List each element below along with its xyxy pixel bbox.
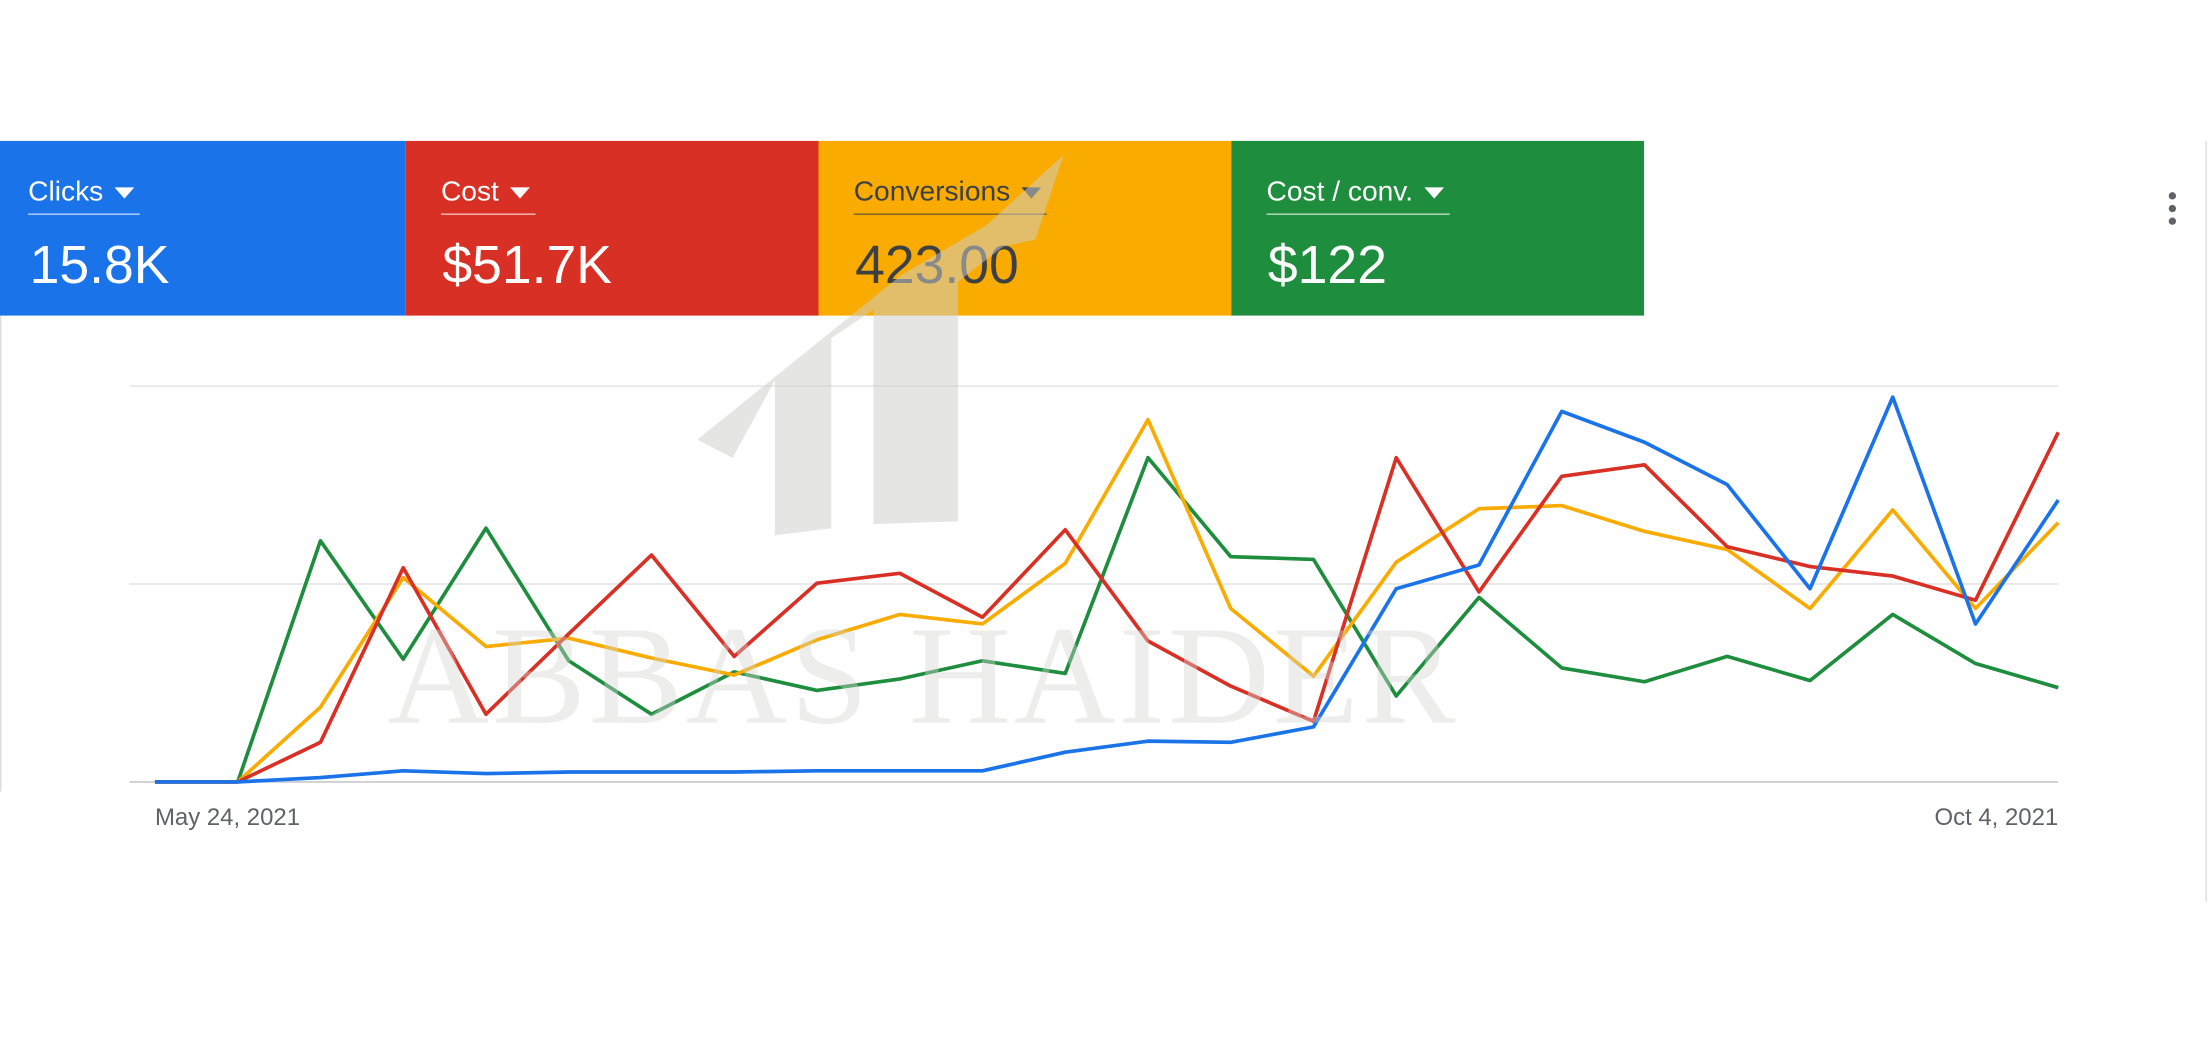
series-line bbox=[154, 431, 2060, 784]
metric-value: 15.8K bbox=[30, 236, 170, 295]
x-tick-label: May 24, 2021 bbox=[155, 804, 300, 831]
dropdown-arrow bbox=[1424, 187, 1445, 199]
menu-dot bbox=[2168, 204, 2177, 213]
series-line bbox=[154, 417, 2060, 784]
scorecard: Clicks 15.8K bbox=[0, 140, 406, 316]
dropdown-arrow bbox=[114, 187, 135, 199]
scorecard: Cost $51.7K bbox=[405, 140, 819, 316]
metric-value: $122 bbox=[1268, 236, 1387, 295]
metric-dropdown[interactable]: Cost / conv. bbox=[1267, 174, 1414, 206]
menu-dot bbox=[2168, 192, 2177, 200]
menu-dot bbox=[2168, 217, 2177, 225]
watermark: ABBAS HAIDER bbox=[387, 154, 1458, 754]
plot: May 24, 2021 Oct 4, 2021 bbox=[129, 385, 2060, 831]
card-background bbox=[1231, 140, 1645, 316]
series-line bbox=[154, 455, 2059, 784]
metric-dropdown[interactable]: Conversions bbox=[854, 174, 1011, 206]
scorecards: Clicks15.8KCost$51.7KConversions423.00Co… bbox=[0, 140, 1645, 316]
card-background bbox=[405, 140, 819, 316]
metric-dropdown[interactable]: Cost bbox=[441, 174, 499, 206]
card-background bbox=[0, 140, 406, 316]
dropdown-arrow bbox=[510, 187, 530, 199]
metric-dropdown[interactable]: Clicks bbox=[28, 174, 103, 206]
scorecard: Cost / conv. $122 bbox=[1231, 140, 1645, 316]
series-line bbox=[154, 395, 2060, 784]
x-tick-label: Oct 4, 2021 bbox=[1934, 804, 2058, 831]
watermark-text: ABBAS HAIDER bbox=[387, 598, 1458, 754]
watermark-logo bbox=[697, 154, 1064, 536]
more-menu[interactable] bbox=[2168, 192, 2177, 225]
metric-value: $51.7K bbox=[442, 236, 612, 295]
